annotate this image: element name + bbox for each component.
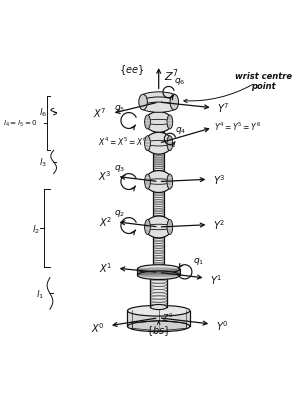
Text: $Z^0$: $Z^0$ — [162, 310, 173, 323]
Ellipse shape — [138, 271, 180, 280]
Text: $X^7$: $X^7$ — [93, 106, 107, 119]
Polygon shape — [154, 109, 164, 116]
Text: $\{bs\}$: $\{bs\}$ — [146, 324, 171, 338]
Text: $q_3$: $q_3$ — [114, 163, 125, 174]
Ellipse shape — [127, 321, 190, 332]
Text: $X^1$: $X^1$ — [99, 261, 112, 275]
Text: $Y^3$: $Y^3$ — [213, 172, 225, 186]
Text: $l_2$: $l_2$ — [32, 223, 40, 235]
Text: $l_3$: $l_3$ — [39, 156, 47, 169]
Ellipse shape — [167, 175, 173, 190]
Text: $X^0$: $X^0$ — [91, 320, 104, 334]
Text: $Y^4$$=$$Y^5$$=$$Y^6$: $Y^4$$=$$Y^5$$=$$Y^6$ — [214, 120, 261, 132]
Text: $X^3$: $X^3$ — [99, 169, 112, 183]
Polygon shape — [153, 151, 164, 174]
Text: $l_6$: $l_6$ — [39, 106, 47, 119]
Text: $Y^7$: $Y^7$ — [217, 101, 230, 115]
Text: $\{ee\}$: $\{ee\}$ — [119, 63, 144, 77]
Text: $Y^2$: $Y^2$ — [213, 218, 225, 231]
Ellipse shape — [141, 98, 176, 108]
Polygon shape — [153, 190, 164, 219]
Text: $Y^0$: $Y^0$ — [216, 318, 228, 332]
Ellipse shape — [145, 115, 150, 130]
Ellipse shape — [138, 265, 180, 273]
Ellipse shape — [127, 306, 190, 316]
Text: $l_1$: $l_1$ — [36, 288, 44, 300]
Ellipse shape — [141, 93, 176, 103]
Ellipse shape — [145, 220, 150, 235]
Ellipse shape — [145, 175, 150, 190]
Ellipse shape — [145, 217, 172, 238]
Text: $X^2$: $X^2$ — [99, 215, 112, 228]
Polygon shape — [127, 311, 190, 326]
Ellipse shape — [145, 171, 172, 193]
Ellipse shape — [167, 220, 173, 235]
Text: $Y^1$: $Y^1$ — [210, 272, 222, 286]
Text: $q_1$: $q_1$ — [193, 255, 204, 267]
Text: $X^4$$=$$X^5$$=$$X^6$: $X^4$$=$$X^5$$=$$X^6$ — [98, 136, 147, 148]
Text: $Z^7$: $Z^7$ — [164, 67, 179, 84]
Ellipse shape — [145, 112, 172, 133]
Ellipse shape — [170, 95, 179, 111]
Ellipse shape — [150, 305, 167, 310]
Ellipse shape — [145, 133, 172, 155]
Text: wrist centre
point: wrist centre point — [235, 72, 292, 91]
Text: $l_4$$=$$l_5$$=0$: $l_4$$=$$l_5$$=0$ — [3, 119, 38, 129]
Ellipse shape — [167, 115, 173, 130]
Ellipse shape — [141, 103, 176, 113]
Text: $q_6$: $q_6$ — [174, 76, 186, 87]
Text: $q_2$: $q_2$ — [114, 207, 125, 218]
Text: $q_4$: $q_4$ — [175, 124, 187, 136]
Ellipse shape — [167, 136, 173, 151]
Polygon shape — [153, 235, 164, 269]
Ellipse shape — [139, 95, 147, 111]
Polygon shape — [150, 275, 167, 307]
Ellipse shape — [145, 136, 150, 151]
Polygon shape — [154, 129, 164, 137]
Text: $q_5$: $q_5$ — [114, 103, 125, 114]
